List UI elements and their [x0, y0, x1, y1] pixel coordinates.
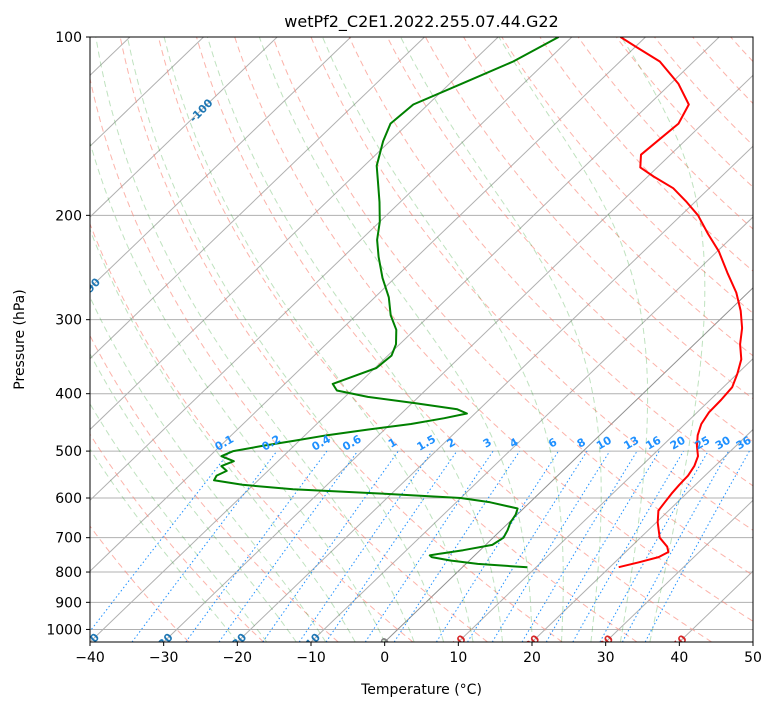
- y-tick-label: 800: [55, 565, 82, 581]
- x-axis-title: Temperature (°C): [360, 682, 482, 698]
- y-tick-label: 100: [55, 30, 82, 46]
- x-tick-label: −20: [223, 650, 253, 666]
- y-tick-label: 600: [55, 491, 82, 507]
- x-tick-label: 50: [744, 650, 762, 666]
- chart-title: wetPf2_C2E1.2022.255.07.44.G22: [284, 12, 558, 32]
- x-tick-label: 0: [380, 650, 389, 666]
- x-tick-label: −10: [296, 650, 326, 666]
- x-tick-label: 10: [449, 650, 467, 666]
- y-tick-label: 400: [55, 387, 82, 403]
- y-tick-label: 300: [55, 313, 82, 329]
- y-tick-label: 500: [55, 444, 82, 460]
- y-axis-title: Pressure (hPa): [12, 289, 28, 389]
- y-tick-label: 200: [55, 208, 82, 224]
- x-tick-label: 40: [670, 650, 688, 666]
- y-tick-label: 1000: [46, 622, 82, 638]
- y-tick-label: 700: [55, 531, 82, 547]
- y-tick-label: 900: [55, 595, 82, 611]
- x-tick-label: −40: [75, 650, 105, 666]
- x-tick-label: 20: [523, 650, 541, 666]
- x-tick-label: −30: [149, 650, 179, 666]
- x-tick-label: 30: [597, 650, 615, 666]
